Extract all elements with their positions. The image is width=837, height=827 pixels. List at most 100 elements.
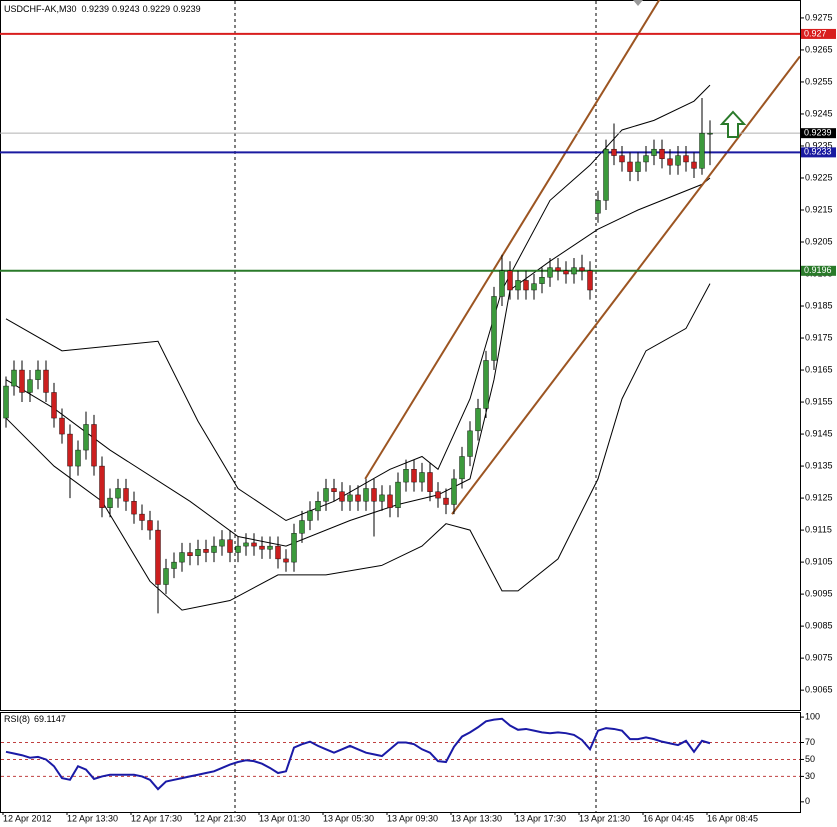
candle-body	[219, 539, 225, 547]
x-tick-label: 13 Apr 01:30	[259, 813, 310, 823]
candle-body	[115, 488, 121, 499]
level-label-box	[801, 128, 836, 139]
candle-body	[371, 488, 377, 502]
candle-body	[123, 488, 129, 502]
y-tick-label: 0.9275	[805, 12, 833, 22]
candle-body	[275, 545, 281, 560]
candle-body	[587, 270, 593, 291]
symbol: USDCHF-AK,M30	[4, 4, 77, 14]
rsi-line	[5, 717, 711, 791]
y-tick-label: 0.9125	[805, 492, 833, 502]
candle-body	[131, 501, 137, 515]
bollinger-band	[5, 283, 711, 611]
candle-body	[515, 280, 521, 291]
candle-body	[523, 280, 529, 291]
candle-body	[91, 424, 97, 467]
rsi-header: RSI(8) 69.1147	[4, 714, 66, 724]
open-value: 0.9239	[82, 4, 110, 14]
y-tick-label: 0.9245	[805, 108, 833, 118]
y-tick-label: 0.9225	[805, 172, 833, 182]
x-tick-label: 13 Apr 17:30	[515, 813, 566, 823]
candle-body	[43, 369, 49, 393]
candle-body	[83, 424, 89, 451]
y-tick-label: 0.9175	[805, 332, 833, 342]
y-tick-label: 100	[805, 711, 820, 721]
high-value: 0.9243	[112, 4, 140, 14]
x-tick-label: 12 Apr 21:30	[195, 813, 246, 823]
candle-body	[331, 488, 337, 492]
candle-body	[507, 270, 513, 291]
candle-body	[307, 510, 313, 521]
candle-body	[603, 148, 609, 201]
y-tick-label: 0.9215	[805, 204, 833, 214]
candle-body	[443, 497, 449, 505]
candle-body	[195, 549, 201, 556]
candle-body	[411, 469, 417, 483]
candle-body	[379, 494, 385, 502]
candle-body	[67, 433, 73, 467]
x-tick-label: 13 Apr 09:30	[387, 813, 438, 823]
candle-body	[163, 568, 169, 585]
axes: 0.9275 0.9265 0.9255 0.9245 0.9235 0.9225 0.92…	[2, 12, 836, 823]
candle-body	[595, 200, 601, 214]
candle-body	[11, 369, 17, 387]
candle-body	[259, 545, 265, 550]
candle-body	[427, 472, 433, 492]
level-label-box	[801, 28, 836, 39]
candle-body	[227, 539, 233, 553]
buy-arrow	[719, 110, 747, 138]
candle-body	[699, 132, 705, 169]
candle-body	[459, 456, 465, 480]
candle-body	[19, 369, 25, 393]
candle-body	[243, 542, 249, 547]
candle-body	[107, 497, 113, 508]
y-tick-label: 0	[805, 796, 810, 806]
candle-body	[235, 545, 241, 553]
candle-body	[611, 148, 617, 156]
candle-body	[171, 561, 177, 569]
y-tick-label: 30	[805, 771, 815, 781]
rsi-value: 69.1147	[34, 714, 66, 724]
y-tick-label: 0.9235	[805, 140, 833, 150]
candle-body	[667, 158, 673, 166]
x-tick-label: 13 Apr 13:30	[451, 813, 502, 823]
candle-body	[363, 488, 369, 502]
candle-body	[707, 132, 713, 135]
candle-body	[291, 533, 297, 563]
close-value: 0.9239	[173, 4, 201, 14]
candle-body	[27, 379, 33, 393]
candle-body	[651, 148, 657, 156]
chart-header: USDCHF-AK,M30 0.9239 0.9243 0.9229 0.9239	[4, 4, 201, 14]
candle-body	[627, 161, 633, 172]
candle-body	[99, 465, 105, 508]
candle-body	[203, 549, 209, 553]
price-panel-frame	[0, 0, 801, 711]
candle-body	[75, 449, 81, 467]
candle-body	[467, 430, 473, 457]
y-tick-label: 0.9085	[805, 621, 833, 631]
candle-body	[491, 296, 497, 361]
y-tick-label: 0.9265	[805, 44, 833, 54]
candle-body	[147, 520, 153, 531]
x-tick-label: 13 Apr 21:30	[579, 813, 630, 823]
y-tick-label: 0.9135	[805, 460, 833, 470]
candle-body	[635, 161, 641, 172]
y-tick-label: 0.9065	[805, 685, 833, 695]
rsi-panel-frame	[0, 712, 801, 813]
candle-body	[283, 558, 289, 563]
candle-body	[435, 491, 441, 499]
candle-body	[571, 267, 577, 275]
level-label: 0.9196	[804, 265, 832, 275]
candle-body	[211, 545, 217, 553]
candle-body	[395, 481, 401, 508]
price-plot	[0, 0, 800, 614]
candle-body	[483, 360, 489, 409]
candle-body	[51, 392, 57, 419]
x-tick-label: 12 Apr 2012	[3, 813, 52, 823]
y-tick-label: 70	[805, 737, 815, 747]
x-tick-label: 12 Apr 17:30	[131, 813, 182, 823]
level-label: 0.9233	[804, 147, 832, 157]
y-tick-label: 0.9165	[805, 364, 833, 374]
channel-line	[364, 0, 661, 480]
